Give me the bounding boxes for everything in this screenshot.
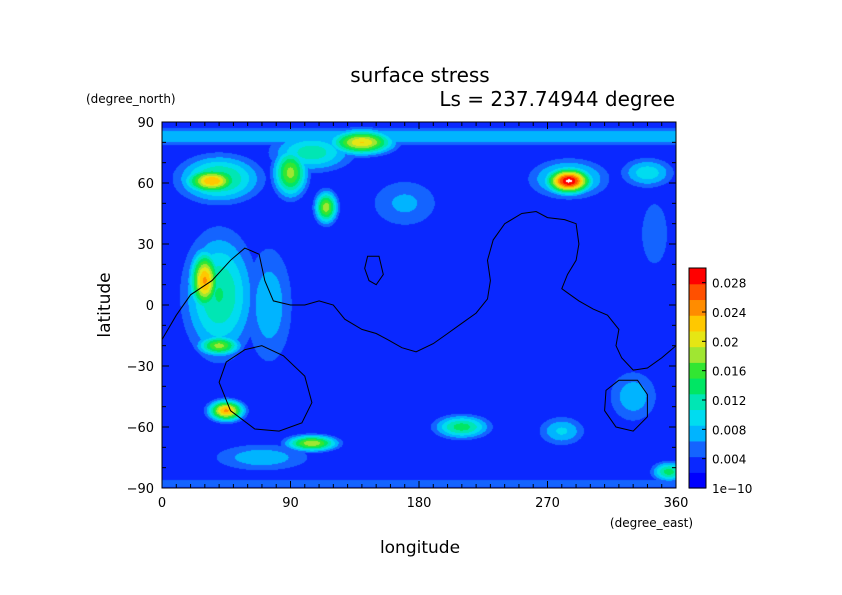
x-tick-label: 180	[407, 496, 432, 511]
colorbar-tick-label: 0.008	[712, 423, 746, 437]
y-tick-label: −90	[127, 482, 154, 497]
colorbar-swatch	[689, 393, 706, 411]
x-tick-label: 0	[158, 496, 166, 511]
y-tick-label: −30	[127, 360, 154, 375]
colorbar-swatch	[689, 346, 706, 363]
contour-lines	[162, 210, 676, 432]
stress-field-image	[162, 122, 676, 488]
colorbar-swatch	[689, 425, 706, 442]
colorbar-swatch	[689, 440, 706, 458]
x-tick-label: 360	[664, 496, 689, 511]
x-units-label: (degree_east)	[610, 516, 693, 530]
colorbar-swatch	[689, 472, 706, 489]
field-layer	[162, 122, 676, 488]
argyre-contour	[604, 379, 648, 432]
colorbar-tick-label: 0.004	[712, 453, 746, 467]
colorbar: 1e−10 0.004 0.008 0.012 0.016 0.02 0.024 0.028	[688, 267, 752, 496]
colorbar-tick-label: 0.012	[712, 394, 746, 408]
y-tick-label: 60	[137, 177, 154, 192]
colorbar-swatch	[689, 268, 706, 285]
y-axis-label: latitude	[95, 272, 115, 337]
y-tick-label: 90	[137, 116, 154, 131]
colorbar-swatch	[689, 362, 706, 379]
colorbar-tick-label: 0.016	[712, 365, 746, 379]
axis-ticks	[161, 121, 677, 489]
y-tick-label: −60	[127, 421, 154, 436]
colorbar-frame	[688, 267, 707, 489]
colorbar-swatch	[689, 456, 706, 473]
colorbar-swatch	[689, 299, 706, 316]
x-tick-labels: 0 90 180 270 360	[158, 496, 689, 511]
x-tick-label: 90	[282, 496, 299, 511]
hellas-contour	[218, 345, 313, 432]
small-closed-contour	[364, 255, 384, 286]
colorbar-swatch	[689, 315, 706, 332]
chart-title: surface stress	[350, 63, 489, 87]
dichotomy-boundary	[162, 210, 676, 371]
colorbar-tick-label: 0.02	[712, 335, 739, 349]
colorbar-swatch	[689, 409, 706, 426]
x-axis-label: longitude	[380, 538, 460, 558]
colorbar-swatch	[689, 283, 706, 301]
y-tick-labels: 90 60 30 0 −30 −60 −90	[127, 116, 154, 497]
x-tick-label: 270	[535, 496, 560, 511]
chart-subtitle: Ls = 237.74944 degree	[439, 87, 675, 111]
colorbar-swatch	[689, 378, 706, 395]
colorbar-tick-label: 0.024	[712, 306, 746, 320]
y-tick-label: 0	[146, 299, 154, 314]
y-units-label: (degree_north)	[86, 92, 176, 106]
y-tick-label: 30	[137, 238, 154, 253]
colorbar-swatch	[689, 330, 706, 348]
colorbar-tick-label: 0.028	[712, 277, 746, 291]
colorbar-tick-label: 1e−10	[712, 482, 752, 496]
